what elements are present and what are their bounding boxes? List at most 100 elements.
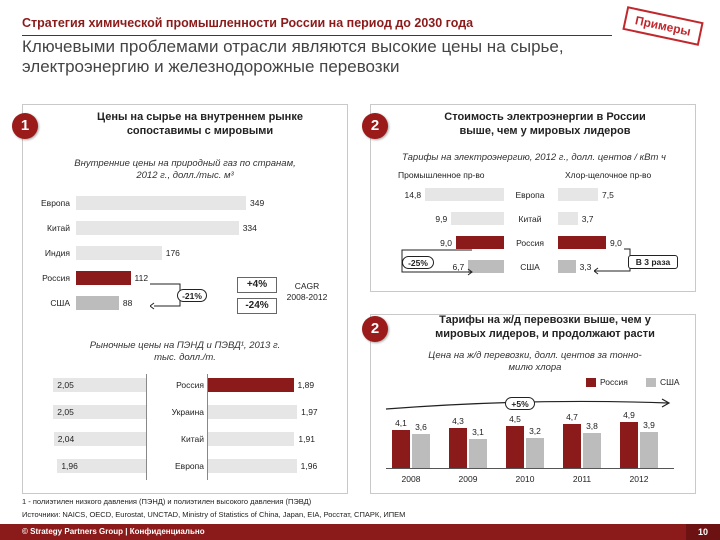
- gas-diff-pill: -21%: [177, 289, 207, 302]
- panel-3-title-line-1: Тарифы на ж/д перевозки выше, чем у: [439, 314, 651, 326]
- panel-2-title: Стоимость электроэнергии в России выше, …: [400, 110, 690, 138]
- railway-value-label: 4,1: [395, 417, 407, 428]
- electricity-right-value: 3,7: [581, 214, 594, 224]
- gas-bar: [76, 271, 131, 285]
- railway-value-label: 4,7: [566, 412, 578, 423]
- pe-left-value: 2,05: [57, 407, 74, 417]
- electricity-times-pill: В 3 раза: [628, 255, 678, 269]
- industrial-header: Промышленное пр-во: [398, 170, 485, 180]
- gas-category-label: США: [50, 298, 70, 308]
- gas-value-label: 176: [165, 248, 180, 258]
- cagr-label: CAGR 2008-2012: [282, 281, 332, 303]
- panel-3-title: Тарифы на ж/д перевозки выше, чем у миро…: [400, 313, 690, 341]
- gas-bar: [76, 196, 246, 210]
- gas-category-label: Европа: [41, 198, 70, 208]
- examples-stamp: Примеры: [622, 6, 704, 46]
- pe-left-bar: [53, 378, 146, 392]
- pe-axis-line: [146, 374, 147, 480]
- pe-right-bar: [208, 432, 295, 446]
- panel-1-title: Цены на сырье на внутреннем рынке сопост…: [60, 110, 340, 138]
- gas-value-label: 349: [250, 198, 265, 208]
- electricity-diff-pill: -25%: [402, 256, 434, 269]
- gas-price-chart: Европа 349 Китай 334 Индия 176 Россия 112 США 88: [30, 196, 330, 321]
- railway-value-label: 3,6: [415, 422, 427, 433]
- railway-year-label: 2012: [629, 474, 649, 484]
- railway-bar: [506, 426, 524, 468]
- pe-left-bar: [53, 432, 146, 446]
- gas-chart-subtitle-line-2: 2012 г., долл./тыс. м³: [136, 170, 234, 181]
- pe-right-bar: [208, 459, 297, 473]
- gas-value-label: 334: [242, 223, 257, 233]
- railway-value-label: 3,2: [529, 426, 541, 437]
- pe-axis-line: [207, 374, 208, 480]
- pe-left-value: 1,96: [61, 461, 78, 471]
- railway-bar: [563, 424, 581, 468]
- growth-pill: +5%: [505, 397, 535, 410]
- railway-value-label: 3,8: [586, 420, 598, 431]
- railway-value-label: 4,9: [623, 410, 635, 421]
- railway-year-label: 2008: [401, 474, 421, 484]
- electricity-right-bar: [558, 260, 576, 273]
- railway-chart-subtitle-line-2: милю хлора: [508, 362, 562, 373]
- railway-value-label: 4,3: [452, 415, 464, 426]
- pe-right-value: 1,91: [298, 434, 315, 444]
- headline-line-2: электроэнергию и железнодорожные перевоз…: [22, 57, 400, 76]
- electricity-left-bar: [456, 236, 504, 249]
- electricity-chart-subtitle: Тарифы на электроэнергию, 2012 г., долл.…: [402, 152, 666, 163]
- railway-legend: Россия США: [586, 376, 696, 390]
- railway-bar: [449, 427, 467, 468]
- pe-category-label: Украина: [171, 407, 204, 417]
- panel-1-badge: 1: [12, 113, 38, 139]
- gas-bar: [76, 296, 119, 310]
- electricity-right-value: 7,5: [602, 190, 614, 200]
- electricity-left-value: 6,7: [452, 262, 465, 272]
- chlor-alkali-header: Хлор-щелочное пр-во: [565, 170, 652, 180]
- panel-3-badge: 2: [362, 316, 388, 342]
- railway-bar: [620, 422, 638, 468]
- pe-category-label: Китай: [181, 434, 204, 444]
- railway-year-label: 2010: [515, 474, 535, 484]
- footer-bar: © Strategy Partners Group | Конфиденциал…: [0, 524, 720, 540]
- panel-1-title-line-2: сопоставимы с мировыми: [126, 125, 274, 137]
- panel-1-title-line-1: Цены на сырье на внутреннем рынке: [97, 111, 303, 123]
- railway-baseline: [386, 468, 674, 469]
- cagr-label-line-1: CAGR: [294, 281, 320, 291]
- cagr-russia-box: +4%: [237, 277, 277, 293]
- electricity-left-value: 14,8: [404, 190, 422, 200]
- page-number: 10: [686, 524, 720, 540]
- electricity-category-label: Россия: [516, 238, 544, 248]
- railway-tariff-chart: 4,1 3,6 2008 4,3 3,1 2009 4,5 3,2 2010 4,7 3,8 2011…: [380, 410, 680, 492]
- electricity-right-bar: [558, 212, 578, 225]
- slide-title: Стратегия химической промышленности Росс…: [22, 16, 474, 30]
- electricity-category-label: США: [520, 262, 540, 272]
- railway-bar: [526, 438, 544, 468]
- pe-left-bar: [53, 405, 146, 419]
- pe-category-label: Россия: [176, 380, 204, 390]
- railway-bar: [640, 431, 658, 468]
- pe-left-value: 2,05: [57, 380, 74, 390]
- pe-chart-subtitle: Рыночные цены на ПЭНД и ПЭВД¹, 2013 г. т…: [40, 340, 330, 364]
- electricity-right-bar: [558, 236, 606, 249]
- electricity-left-value: 9,0: [440, 238, 452, 248]
- electricity-left-bar: [425, 188, 504, 201]
- railway-chart-subtitle-line-1: Цена на ж/д перевозки, долл. центов за т…: [428, 350, 642, 361]
- gas-chart-subtitle: Внутренние цены на природный газ по стра…: [40, 158, 330, 182]
- pe-right-value: 1,96: [300, 461, 318, 471]
- gas-category-label: Россия: [42, 273, 70, 283]
- pe-chart-subtitle-line-1: Рыночные цены на ПЭНД и ПЭВД¹, 2013 г.: [89, 340, 281, 351]
- legend-usa-swatch: [646, 378, 656, 387]
- panel-3-title-line-2: мировых лидеров, и продолжают расти: [435, 328, 655, 340]
- pe-price-chart: 2,05 Россия 1,89 2,05 Украина 1,97 2,04 Китай 1,…: [40, 374, 330, 486]
- gas-category-label: Индия: [44, 248, 70, 258]
- pe-right-bar: [208, 405, 298, 419]
- electricity-left-bar: [468, 260, 504, 273]
- railway-value-label: 4,5: [509, 414, 521, 424]
- electricity-right-bar: [558, 188, 598, 201]
- legend-usa-label: США: [660, 377, 680, 387]
- legend-russia-swatch: [586, 378, 596, 387]
- railway-value-label: 3,9: [643, 419, 655, 430]
- railway-year-label: 2011: [572, 474, 592, 484]
- pe-chart-subtitle-line-2: тыс. долл./т.: [154, 352, 216, 363]
- pe-category-label: Европа: [175, 461, 204, 471]
- headline-line-1: Ключевыми проблемами отрасли являются вы…: [22, 37, 564, 56]
